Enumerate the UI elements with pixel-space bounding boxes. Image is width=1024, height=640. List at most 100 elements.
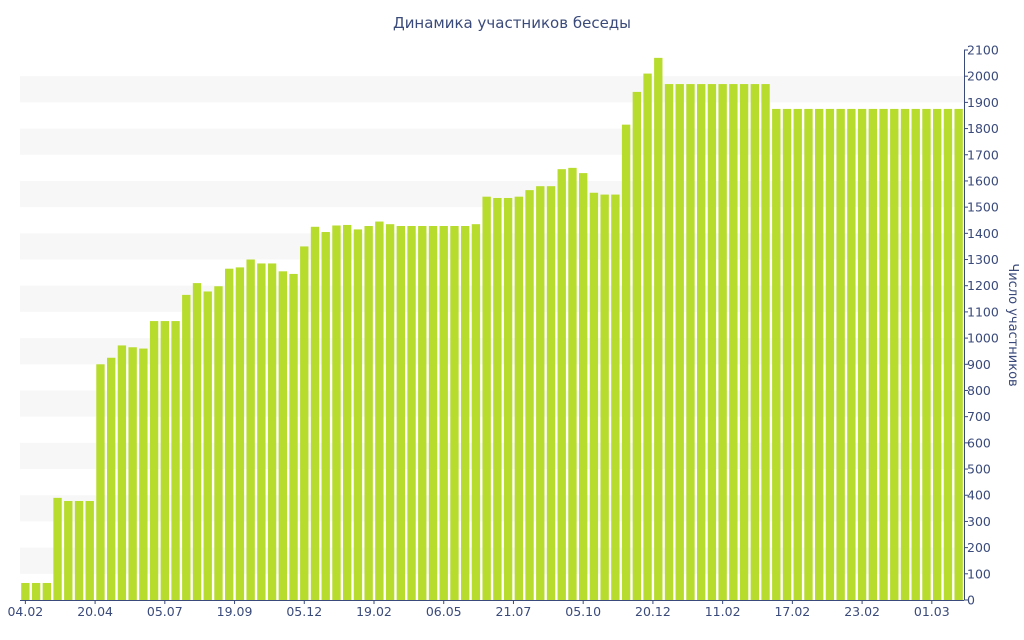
- bar: [21, 582, 30, 600]
- bar: [482, 196, 491, 601]
- bar: [632, 91, 641, 601]
- y-tick-label: 1100: [967, 304, 999, 319]
- y-tick-label: 1000: [967, 331, 999, 346]
- bar: [439, 226, 448, 600]
- bars-layer: [21, 57, 963, 601]
- bar: [772, 108, 781, 601]
- y-axis-title: Число участников: [1005, 263, 1020, 386]
- bar: [117, 345, 127, 600]
- bar: [804, 108, 813, 601]
- bar: [96, 364, 105, 600]
- bar: [85, 501, 94, 600]
- bar: [149, 321, 159, 600]
- x-tick-label: 01.03: [914, 604, 950, 619]
- bar: [310, 226, 320, 601]
- bar: [911, 108, 920, 601]
- bar: [900, 108, 910, 601]
- y-tick-label: 1200: [967, 278, 999, 293]
- bar: [890, 108, 899, 601]
- bar: [836, 108, 845, 601]
- bar: [107, 357, 116, 600]
- bar: [343, 224, 352, 600]
- bar: [514, 196, 523, 601]
- x-tick-label: 19.09: [217, 604, 253, 619]
- bar: [568, 167, 577, 601]
- bar: [546, 186, 556, 600]
- bar: [718, 84, 727, 601]
- bar: [278, 271, 287, 600]
- bar: [750, 84, 759, 601]
- x-tick-label: 20.12: [635, 604, 671, 619]
- bar: [471, 224, 481, 601]
- bar: [493, 197, 502, 601]
- bar: [128, 347, 137, 600]
- y-tick-label: 1400: [967, 226, 999, 241]
- bar: [943, 108, 953, 601]
- bar: [407, 226, 416, 600]
- bar: [192, 283, 202, 600]
- bar: [954, 108, 963, 601]
- y-tick-label: 100: [967, 566, 991, 581]
- x-tick-label: 06.05: [426, 604, 462, 619]
- bar: [214, 286, 223, 600]
- bar: [761, 84, 770, 601]
- bar: [589, 192, 599, 601]
- bar: [428, 226, 438, 600]
- x-tick-label: 23.02: [844, 604, 880, 619]
- bar: [364, 226, 373, 600]
- x-tick-label: 05.12: [286, 604, 322, 619]
- x-tick-label: 05.07: [147, 604, 183, 619]
- bar: [332, 225, 341, 601]
- bar: [385, 224, 395, 601]
- bar: [611, 194, 620, 600]
- bar: [53, 497, 62, 600]
- bar: [557, 169, 566, 601]
- y-tick-label: 700: [967, 409, 991, 424]
- bar: [847, 108, 856, 601]
- bar: [782, 108, 792, 601]
- bar: [321, 232, 330, 600]
- y-tick-label: 500: [967, 462, 991, 477]
- bar: [300, 246, 309, 600]
- bar: [729, 84, 738, 601]
- axes: [20, 49, 968, 604]
- x-tick-label: 21.07: [496, 604, 532, 619]
- y-tick-label: 200: [967, 540, 991, 555]
- bar: [182, 294, 191, 600]
- bar: [235, 267, 245, 600]
- bar: [643, 73, 652, 600]
- x-tick-label: 19.02: [356, 604, 392, 619]
- y-tick-label: 900: [967, 357, 991, 372]
- bar: [225, 268, 234, 600]
- bar: [31, 582, 41, 600]
- bar: [64, 501, 73, 600]
- y-tick-label: 300: [967, 514, 991, 529]
- x-tick-label: 11.02: [705, 604, 741, 619]
- bar: [857, 108, 867, 601]
- bar: [289, 273, 298, 600]
- bar: [396, 226, 405, 600]
- bar: [933, 108, 942, 601]
- bar: [621, 124, 631, 600]
- y-tick-label: 0: [967, 593, 975, 608]
- y-tick-label: 600: [967, 435, 991, 450]
- y-tick-label: 800: [967, 383, 991, 398]
- bar: [579, 173, 588, 600]
- bar: [418, 226, 427, 600]
- bar: [922, 108, 931, 601]
- bar: [825, 108, 835, 601]
- y-tick-label: 2000: [967, 69, 999, 84]
- bar: [815, 108, 824, 601]
- grid-band: [20, 76, 964, 103]
- y-tick-label: 1900: [967, 95, 999, 110]
- y-tick-label: 1700: [967, 147, 999, 162]
- bar: [203, 291, 212, 600]
- bar: [707, 84, 717, 601]
- bar: [600, 194, 609, 600]
- y-tick-label: 1800: [967, 121, 999, 136]
- bar: [257, 263, 266, 600]
- bar: [375, 221, 384, 601]
- x-tick-labels: 04.02 20.04 05.07 19.09 05.12 19.02 06.05 21.07…: [7, 604, 949, 619]
- x-tick-label: 20.04: [77, 604, 113, 619]
